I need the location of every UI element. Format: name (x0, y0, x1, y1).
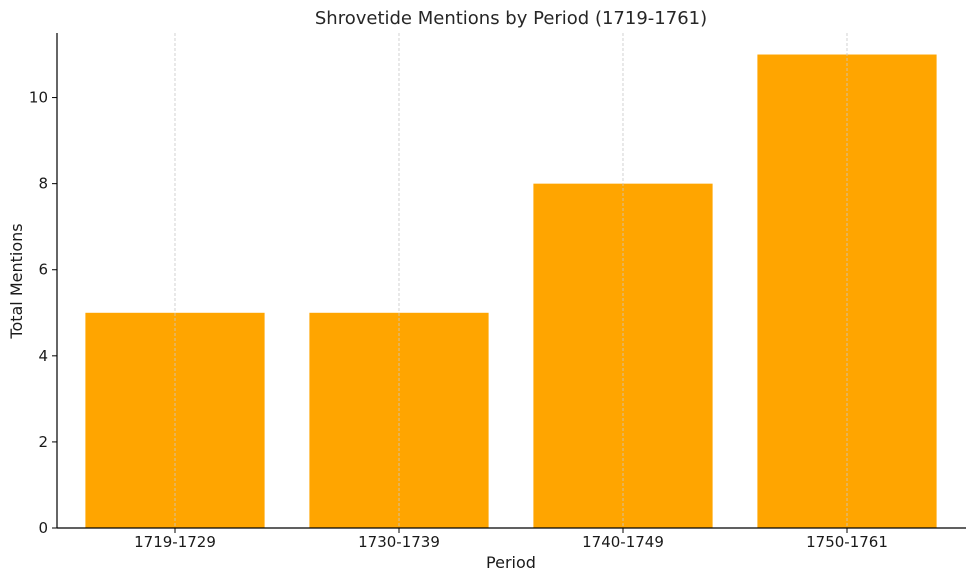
y-tick-label-0: 0 (38, 519, 48, 537)
x-tick-label-1750-1761: 1750-1761 (806, 533, 888, 551)
x-tick-labels: 1719-1729 1730-1739 1740-1749 1750-1761 (134, 533, 888, 551)
y-tick-label-6: 6 (38, 261, 48, 279)
axes (52, 33, 966, 533)
grid-lines (174, 33, 848, 528)
bars (85, 54, 937, 529)
chart-title: Shrovetide Mentions by Period (1719-1761… (315, 8, 707, 29)
x-axis-label: Period (486, 553, 536, 572)
x-tick-label-1730-1739: 1730-1739 (358, 533, 440, 551)
y-tick-label-8: 8 (38, 175, 48, 193)
y-axis-label: Total Mentions (7, 223, 26, 339)
y-tick-label-2: 2 (38, 433, 48, 451)
x-tick-label-1719-1729: 1719-1729 (134, 533, 216, 551)
y-tick-label-10: 10 (29, 89, 48, 107)
y-tick-label-4: 4 (38, 347, 48, 365)
x-tick-label-1740-1749: 1740-1749 (582, 533, 664, 551)
y-tick-labels: 0 2 4 6 8 10 (29, 89, 48, 537)
